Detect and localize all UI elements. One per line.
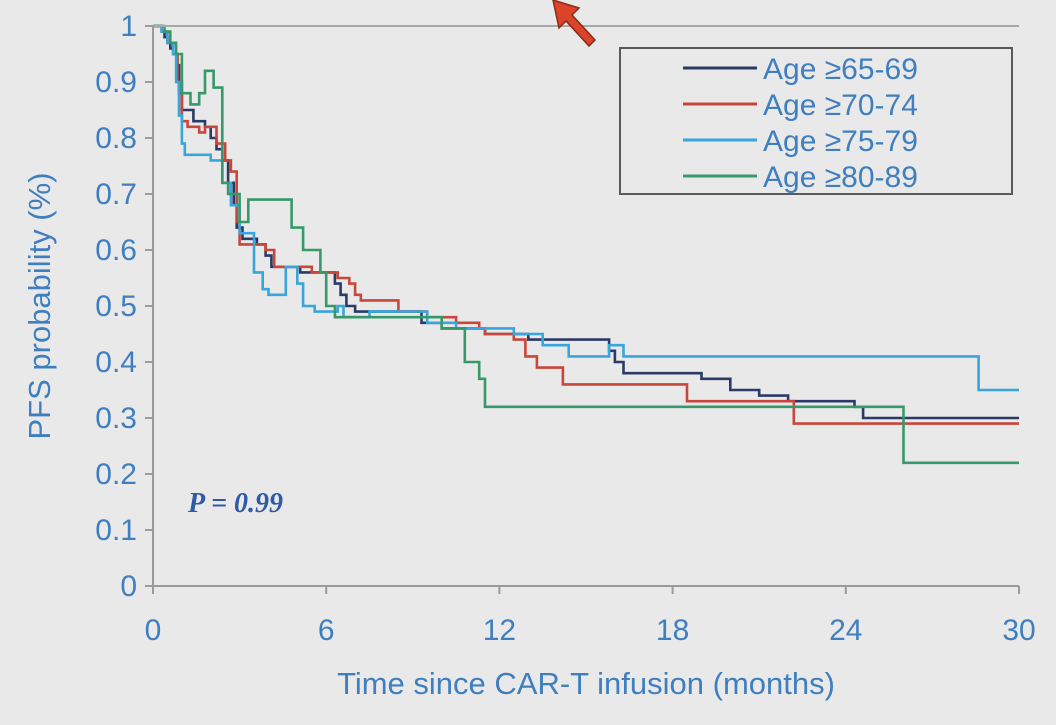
y-tick-label: 0.2	[95, 458, 137, 491]
y-axis-ticks: 0 0.1 0.2 0.3 0.4 0.5 0.6 0.7 0.8 0.9 1	[95, 10, 153, 603]
series-line-3	[153, 24, 1019, 392]
legend-box	[619, 47, 1013, 195]
survival-curves	[153, 24, 1019, 465]
x-tick-label: 0	[145, 614, 162, 647]
y-tick-label: 1	[120, 10, 137, 43]
y-tick-label: 0	[120, 570, 137, 603]
x-tick-label: 24	[829, 614, 862, 647]
y-axis-title: PFS probability (%)	[22, 172, 57, 439]
legend-label: Age ≥80-89	[763, 161, 918, 194]
cursor-arrow-icon	[552, 0, 597, 48]
y-tick-label: 0.9	[95, 66, 137, 99]
y-tick-label: 0.8	[95, 122, 137, 155]
series-line-2	[153, 24, 1019, 425]
series-line-4	[153, 24, 1019, 465]
y-tick-label: 0.3	[95, 402, 137, 435]
x-axis-title: Time since CAR-T infusion (months)	[337, 666, 835, 701]
y-tick-label: 0.7	[95, 178, 137, 211]
legend-label: Age ≥65-69	[763, 53, 918, 86]
p-value-text: = 0.99	[204, 488, 283, 519]
y-tick-label: 0.1	[95, 514, 137, 547]
y-tick-label: 0.6	[95, 234, 137, 267]
x-tick-label: 6	[318, 614, 335, 647]
legend-label: Age ≥70-74	[763, 89, 918, 122]
y-tick-label: 0.4	[95, 346, 137, 379]
x-tick-label: 12	[483, 614, 516, 647]
x-axis-ticks: 0 6 12 18 24 30	[145, 586, 1036, 647]
legend-label: Age ≥75-79	[763, 125, 918, 158]
x-tick-label: 30	[1002, 614, 1035, 647]
y-tick-label: 0.5	[95, 290, 137, 323]
x-tick-label: 18	[656, 614, 689, 647]
p-value-annotation: P = 0.99	[187, 488, 283, 519]
p-value-symbol: P	[187, 488, 206, 519]
